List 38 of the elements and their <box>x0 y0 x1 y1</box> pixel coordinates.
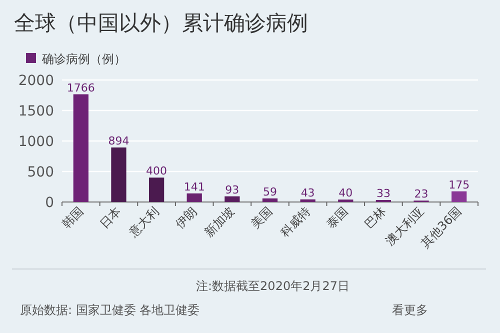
x-tick-label: 科威特 <box>278 204 313 240</box>
y-tick-label: 2000 <box>18 73 54 89</box>
data-label: 40 <box>338 186 353 200</box>
bar <box>224 196 240 202</box>
bar <box>111 147 126 202</box>
text: 注:数据截至2020年2月27日 <box>196 279 350 293</box>
x-tick-label: 美国 <box>248 204 276 232</box>
bar <box>73 94 88 202</box>
x-tick-label: 伊朗 <box>172 204 200 232</box>
data-label: 175 <box>448 178 470 192</box>
x-tick-label: 泰国 <box>324 204 351 232</box>
text: 原始数据: 国家卫健委 各地卫健委 <box>20 303 200 317</box>
data-label: 43 <box>300 186 315 200</box>
y-tick-label: 0 <box>45 195 54 211</box>
chart-title: 全球（中国以外）累计确诊病例 <box>14 11 308 35</box>
y-tick-label: 1000 <box>18 134 54 150</box>
data-label: 1766 <box>66 81 95 94</box>
data-label: 33 <box>376 186 390 200</box>
y-tick-label: 500 <box>27 164 54 180</box>
data-label: 59 <box>263 185 277 198</box>
data-label: 400 <box>146 164 168 178</box>
bar <box>186 193 202 202</box>
x-tick-label: 日本 <box>96 204 124 232</box>
bar <box>262 198 278 202</box>
bar <box>148 178 164 202</box>
x-tick-label: 韩国 <box>59 204 86 232</box>
bar <box>300 199 316 202</box>
data-label: 894 <box>108 134 130 148</box>
data-label: 141 <box>184 180 205 194</box>
legend-label: 确诊病例（例） <box>41 52 126 66</box>
y-tick-label: 1500 <box>18 104 54 120</box>
bar <box>452 191 467 202</box>
data-label: 23 <box>414 188 428 201</box>
data-label: 93 <box>225 183 240 196</box>
x-tick-label: 巴林 <box>362 204 389 232</box>
x-tick-label: 新加坡 <box>202 204 238 240</box>
text: 看更多 <box>392 303 428 317</box>
x-tick-label: 意大利 <box>126 204 162 240</box>
